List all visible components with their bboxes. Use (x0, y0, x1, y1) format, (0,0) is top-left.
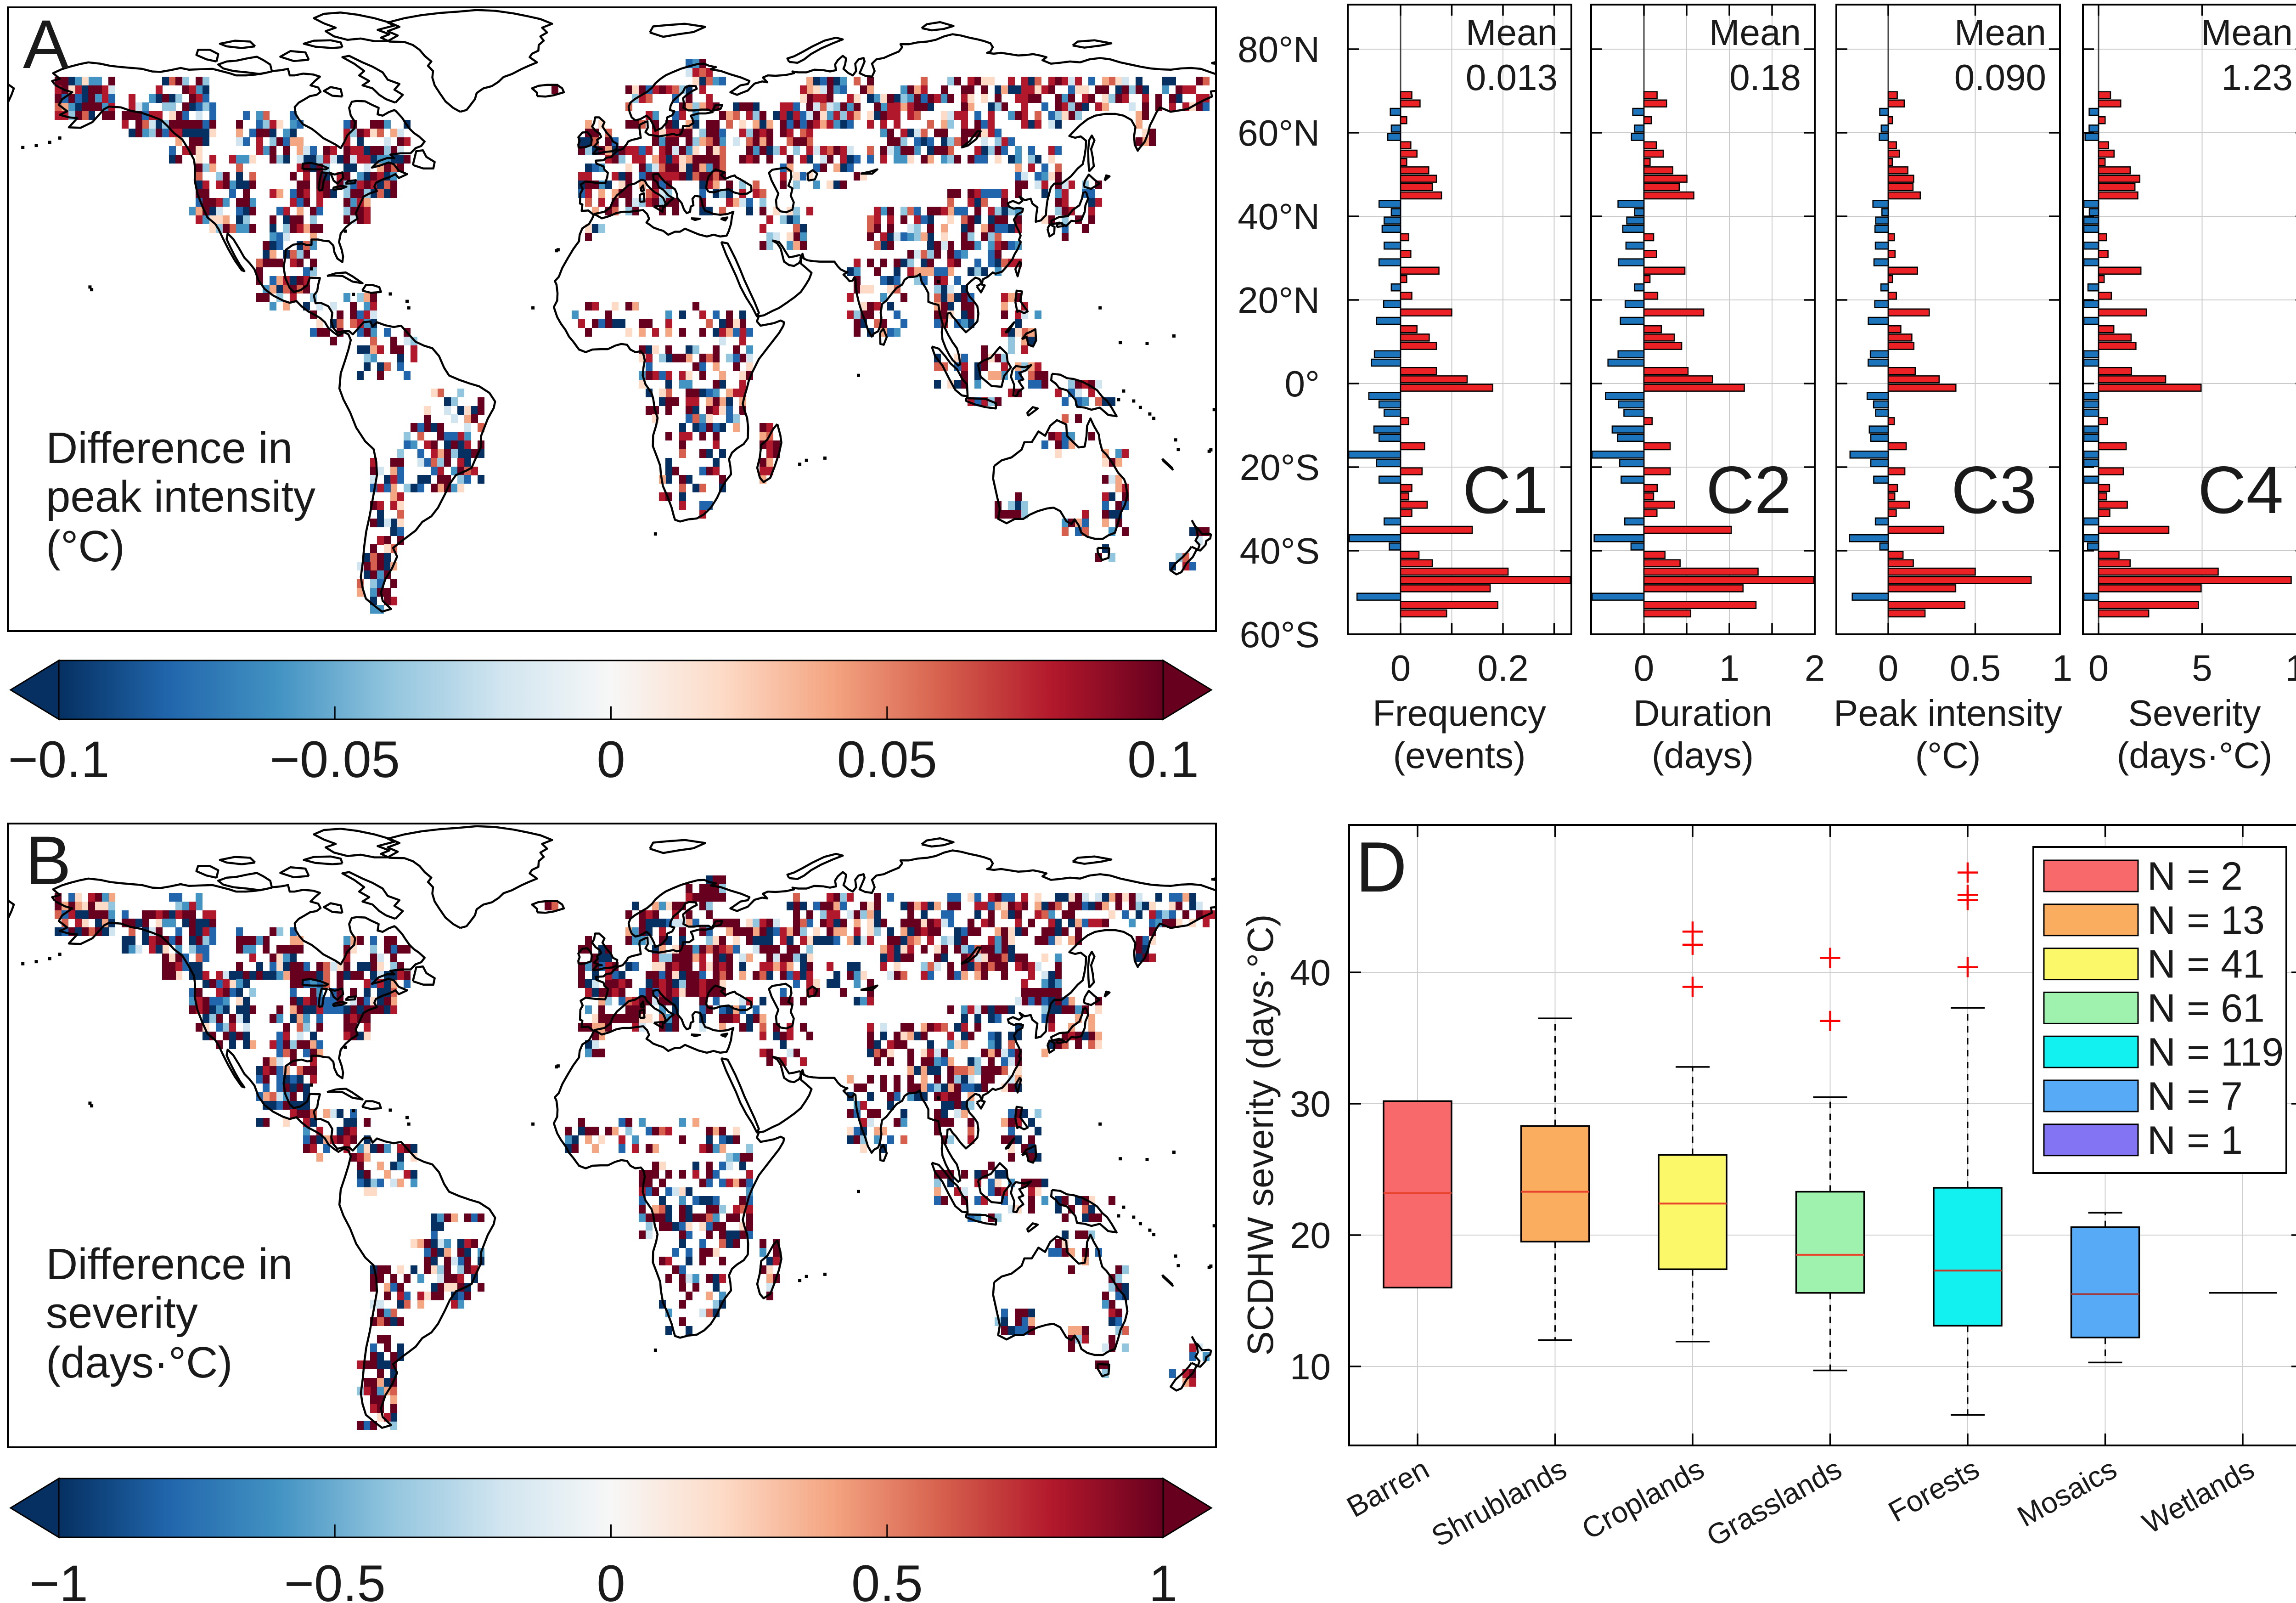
svg-text:N = 119: N = 119 (2147, 1030, 2284, 1074)
svg-text:C4: C4 (2198, 452, 2284, 527)
svg-text:SCDHW severity (days·°C): SCDHW severity (days·°C) (1240, 914, 1281, 1356)
svg-text:1.23: 1.23 (2221, 57, 2293, 98)
svg-text:Mean: Mean (1954, 12, 2046, 53)
svg-text:Mean: Mean (1709, 12, 1801, 53)
svg-text:0.05: 0.05 (837, 731, 937, 788)
svg-text:0.013: 0.013 (1466, 57, 1558, 98)
svg-text:(°C): (°C) (1915, 735, 1981, 776)
svg-text:N = 7: N = 7 (2147, 1074, 2243, 1118)
svg-text:0: 0 (1634, 648, 1654, 689)
svg-text:0: 0 (597, 731, 625, 788)
svg-text:0.5: 0.5 (851, 1555, 923, 1603)
svg-text:0°: 0° (1285, 363, 1320, 404)
svg-text:Mean: Mean (2201, 12, 2293, 53)
svg-text:(days·°C): (days·°C) (46, 1338, 232, 1387)
svg-text:1: 1 (2052, 648, 2073, 689)
svg-text:60°N: 60°N (1238, 113, 1320, 153)
svg-text:Severity: Severity (2128, 693, 2261, 734)
svg-text:N = 2: N = 2 (2147, 854, 2243, 898)
svg-text:(days): (days) (1652, 735, 1754, 776)
svg-text:(°C): (°C) (46, 522, 125, 571)
svg-text:2: 2 (1805, 648, 1825, 689)
svg-text:Duration: Duration (1633, 693, 1772, 734)
svg-text:Mean: Mean (1466, 12, 1558, 53)
svg-text:0.090: 0.090 (1954, 57, 2046, 98)
svg-text:30: 30 (1290, 1084, 1331, 1124)
svg-text:10: 10 (1290, 1346, 1331, 1387)
svg-text:−0.05: −0.05 (270, 731, 400, 788)
svg-text:40°N: 40°N (1238, 196, 1320, 237)
svg-text:5: 5 (2192, 648, 2212, 689)
svg-text:N = 61: N = 61 (2147, 986, 2265, 1030)
svg-text:D: D (1356, 827, 1407, 907)
svg-text:20°N: 20°N (1238, 280, 1320, 321)
svg-text:20°S: 20°S (1240, 447, 1320, 488)
svg-text:severity: severity (46, 1288, 198, 1338)
svg-text:(days·°C): (days·°C) (2117, 735, 2273, 776)
svg-text:Difference in: Difference in (46, 423, 293, 473)
svg-text:0: 0 (2088, 648, 2109, 689)
svg-text:0.18: 0.18 (1729, 57, 1801, 98)
svg-text:0.2: 0.2 (1477, 648, 1528, 689)
svg-text:80°N: 80°N (1238, 29, 1320, 70)
svg-text:−0.1: −0.1 (8, 731, 109, 788)
svg-text:C3: C3 (1951, 452, 2037, 527)
svg-text:10: 10 (2285, 648, 2296, 689)
svg-text:Frequency: Frequency (1373, 693, 1546, 734)
svg-text:1: 1 (1149, 1555, 1177, 1603)
svg-text:N = 13: N = 13 (2147, 898, 2265, 943)
svg-text:0: 0 (597, 1555, 625, 1603)
svg-text:0.1: 0.1 (1127, 731, 1199, 788)
svg-text:Peak intensity: Peak intensity (1834, 693, 2062, 734)
svg-text:peak intensity: peak intensity (46, 472, 315, 521)
svg-text:A: A (23, 6, 69, 83)
svg-text:N = 1: N = 1 (2147, 1118, 2243, 1163)
svg-text:0.5: 0.5 (1950, 648, 2001, 689)
svg-text:Difference in: Difference in (46, 1240, 293, 1289)
svg-text:C1: C1 (1463, 452, 1548, 527)
svg-text:1: 1 (1719, 648, 1740, 689)
svg-text:0: 0 (1390, 648, 1411, 689)
svg-text:C2: C2 (1706, 452, 1792, 527)
svg-text:40: 40 (1290, 952, 1331, 993)
svg-text:−1: −1 (29, 1555, 88, 1603)
svg-text:N = 41: N = 41 (2147, 943, 2265, 987)
svg-text:40°S: 40°S (1240, 531, 1320, 571)
svg-text:0: 0 (1878, 648, 1899, 689)
svg-text:B: B (25, 822, 71, 899)
svg-text:−0.5: −0.5 (284, 1555, 386, 1603)
svg-text:(events): (events) (1393, 735, 1526, 776)
svg-text:60°S: 60°S (1240, 614, 1320, 655)
svg-text:20: 20 (1290, 1215, 1331, 1256)
